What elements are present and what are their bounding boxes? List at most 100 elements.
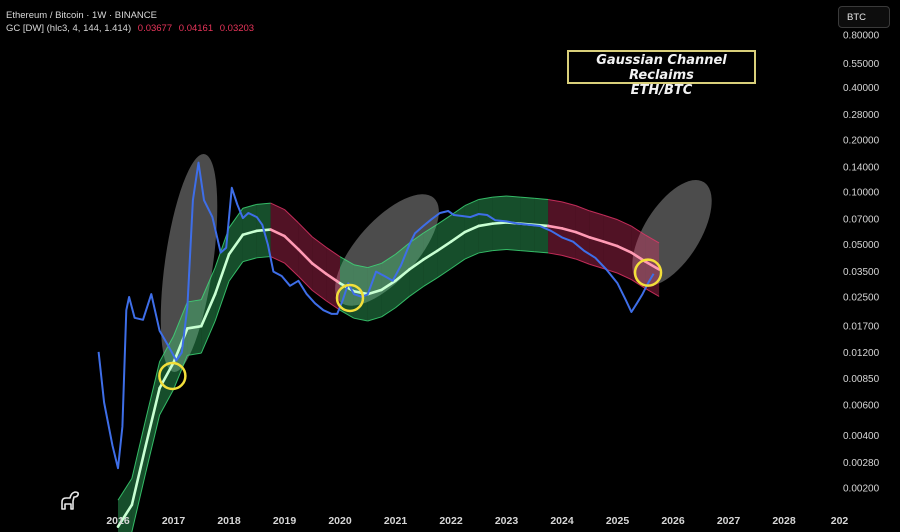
channel-upper-line bbox=[284, 209, 299, 224]
channel-lower-line bbox=[506, 248, 521, 252]
channel-lower-line bbox=[645, 288, 660, 297]
channel-upper-line bbox=[534, 197, 549, 200]
highlight-circle bbox=[158, 361, 187, 391]
x-tick-label: 2023 bbox=[495, 515, 519, 527]
channel-lower-line bbox=[200, 320, 216, 354]
tradingview-dino-icon[interactable] bbox=[56, 489, 82, 511]
annotation-box: Gaussian Channel Reclaims ETH/BTC bbox=[567, 50, 756, 98]
channel-upper-line bbox=[395, 242, 410, 255]
y-tick-label: 0.01200 bbox=[843, 348, 880, 359]
channel-lower-line bbox=[339, 309, 355, 319]
channel-mid-line bbox=[283, 234, 300, 251]
channel-upper-line bbox=[270, 202, 285, 211]
channel-lower-line bbox=[492, 248, 507, 252]
channel-upper-line bbox=[422, 223, 438, 234]
channel-mid-line bbox=[560, 227, 578, 234]
channel-lower-line bbox=[409, 286, 424, 297]
gaussian-channel bbox=[116, 195, 661, 532]
x-tick-label: 2020 bbox=[328, 515, 352, 527]
channel-lower-line bbox=[298, 275, 313, 291]
y-tick-label: 0.01700 bbox=[843, 322, 880, 333]
channel-upper-line bbox=[242, 203, 257, 209]
y-tick-label: 0.05000 bbox=[843, 240, 880, 251]
channel-mid-line bbox=[199, 292, 217, 328]
channel-lower-line bbox=[131, 472, 147, 532]
x-axis[interactable]: 2016 2017 2018 2019 2020 2021 2022 2023 2024 2025… bbox=[106, 515, 848, 527]
channel-lower-line bbox=[353, 317, 368, 322]
channel-upper-line bbox=[520, 196, 535, 199]
x-tick-label: 2016 bbox=[106, 515, 130, 527]
channel-mid-line bbox=[324, 272, 342, 285]
highlight-circles bbox=[158, 258, 663, 391]
highlight-circle bbox=[633, 258, 663, 287]
channel-lower-line bbox=[145, 414, 161, 473]
channel-upper-line bbox=[187, 299, 202, 303]
x-tick-label: 2019 bbox=[273, 515, 297, 527]
y-tick-label: 0.00280 bbox=[843, 458, 880, 469]
channel-mid-line bbox=[130, 444, 148, 507]
channel-upper-line bbox=[645, 234, 660, 244]
channel-lower-line bbox=[395, 296, 410, 309]
channel-mid-line bbox=[186, 324, 203, 330]
channel-mid-line bbox=[546, 224, 564, 230]
y-tick-label: 0.02500 bbox=[843, 293, 880, 304]
channel-upper-line bbox=[492, 195, 507, 198]
channel-upper-line bbox=[589, 210, 604, 216]
channel-mid-line bbox=[477, 222, 494, 228]
y-tick-label: 0.20000 bbox=[843, 135, 880, 146]
y-tick-label: 0.28000 bbox=[843, 110, 880, 121]
channel-lower-line bbox=[464, 252, 479, 260]
channel-upper-line bbox=[117, 478, 133, 501]
channel-upper-line bbox=[617, 219, 632, 227]
y-axis[interactable]: 0.80000 0.55000 0.40000 0.28000 0.20000 0.140… bbox=[843, 31, 880, 495]
channel-lower-line bbox=[534, 251, 549, 254]
channel-mid-line bbox=[602, 240, 619, 248]
channel-upper-line bbox=[603, 214, 618, 221]
indicator-label: GC [DW] (hlc3, 4, 144, 1.414) bbox=[6, 23, 132, 34]
channel-upper-line bbox=[506, 195, 521, 198]
indicator-value-lower: 0.03203 bbox=[219, 23, 255, 34]
channel-upper-line bbox=[353, 264, 368, 269]
x-tick-label: 2022 bbox=[439, 515, 463, 527]
channel-upper-line bbox=[311, 236, 327, 248]
channel-upper-line bbox=[478, 196, 493, 200]
channel-lower-line bbox=[284, 262, 299, 277]
channel-lower-line bbox=[575, 258, 590, 265]
channel-upper-line bbox=[145, 361, 161, 420]
y-tick-label: 0.80000 bbox=[843, 31, 880, 42]
channel-lower-line bbox=[242, 257, 257, 263]
y-tick-label: 0.00600 bbox=[843, 400, 880, 411]
channel-mid-line bbox=[269, 228, 286, 238]
channel-mid-line bbox=[366, 288, 383, 296]
currency-button[interactable]: BTC bbox=[838, 6, 890, 28]
channel-lower-line bbox=[270, 256, 285, 264]
x-tick-label: 202 bbox=[831, 515, 849, 527]
channel-mid-line bbox=[144, 386, 161, 447]
channel-upper-line bbox=[436, 214, 452, 225]
y-tick-label: 0.03500 bbox=[843, 267, 880, 278]
y-tick-label: 0.14000 bbox=[843, 162, 880, 173]
x-tick-label: 2021 bbox=[384, 515, 408, 527]
channel-upper-line bbox=[561, 201, 577, 207]
channel-mid-line bbox=[449, 230, 467, 243]
channel-mid-line bbox=[172, 327, 189, 364]
channel-mid-line bbox=[241, 229, 259, 237]
channel-mid-line bbox=[394, 268, 411, 283]
channel-lower-line bbox=[561, 254, 577, 260]
x-tick-label: 2018 bbox=[217, 515, 241, 527]
channel-lower-line bbox=[589, 263, 604, 270]
indicator-legend[interactable]: GC [DW] (hlc3, 4, 144, 1.414) 0.03677 0.… bbox=[6, 23, 254, 34]
channel-lower-line bbox=[187, 352, 202, 356]
channel-lower-line bbox=[422, 277, 438, 288]
channel-mid-line bbox=[616, 244, 633, 254]
channel-band-segment bbox=[118, 478, 132, 532]
channel-mid-line bbox=[435, 240, 453, 253]
channel-upper-line bbox=[367, 262, 382, 269]
channel-lower-line bbox=[311, 289, 327, 302]
symbol-title[interactable]: Ethereum / Bitcoin · 1W · BINANCE bbox=[6, 10, 157, 21]
channel-lower-line bbox=[381, 307, 396, 318]
y-tick-label: 0.10000 bbox=[843, 188, 880, 199]
highlight-circle bbox=[335, 283, 365, 313]
x-tick-label: 2026 bbox=[661, 515, 685, 527]
